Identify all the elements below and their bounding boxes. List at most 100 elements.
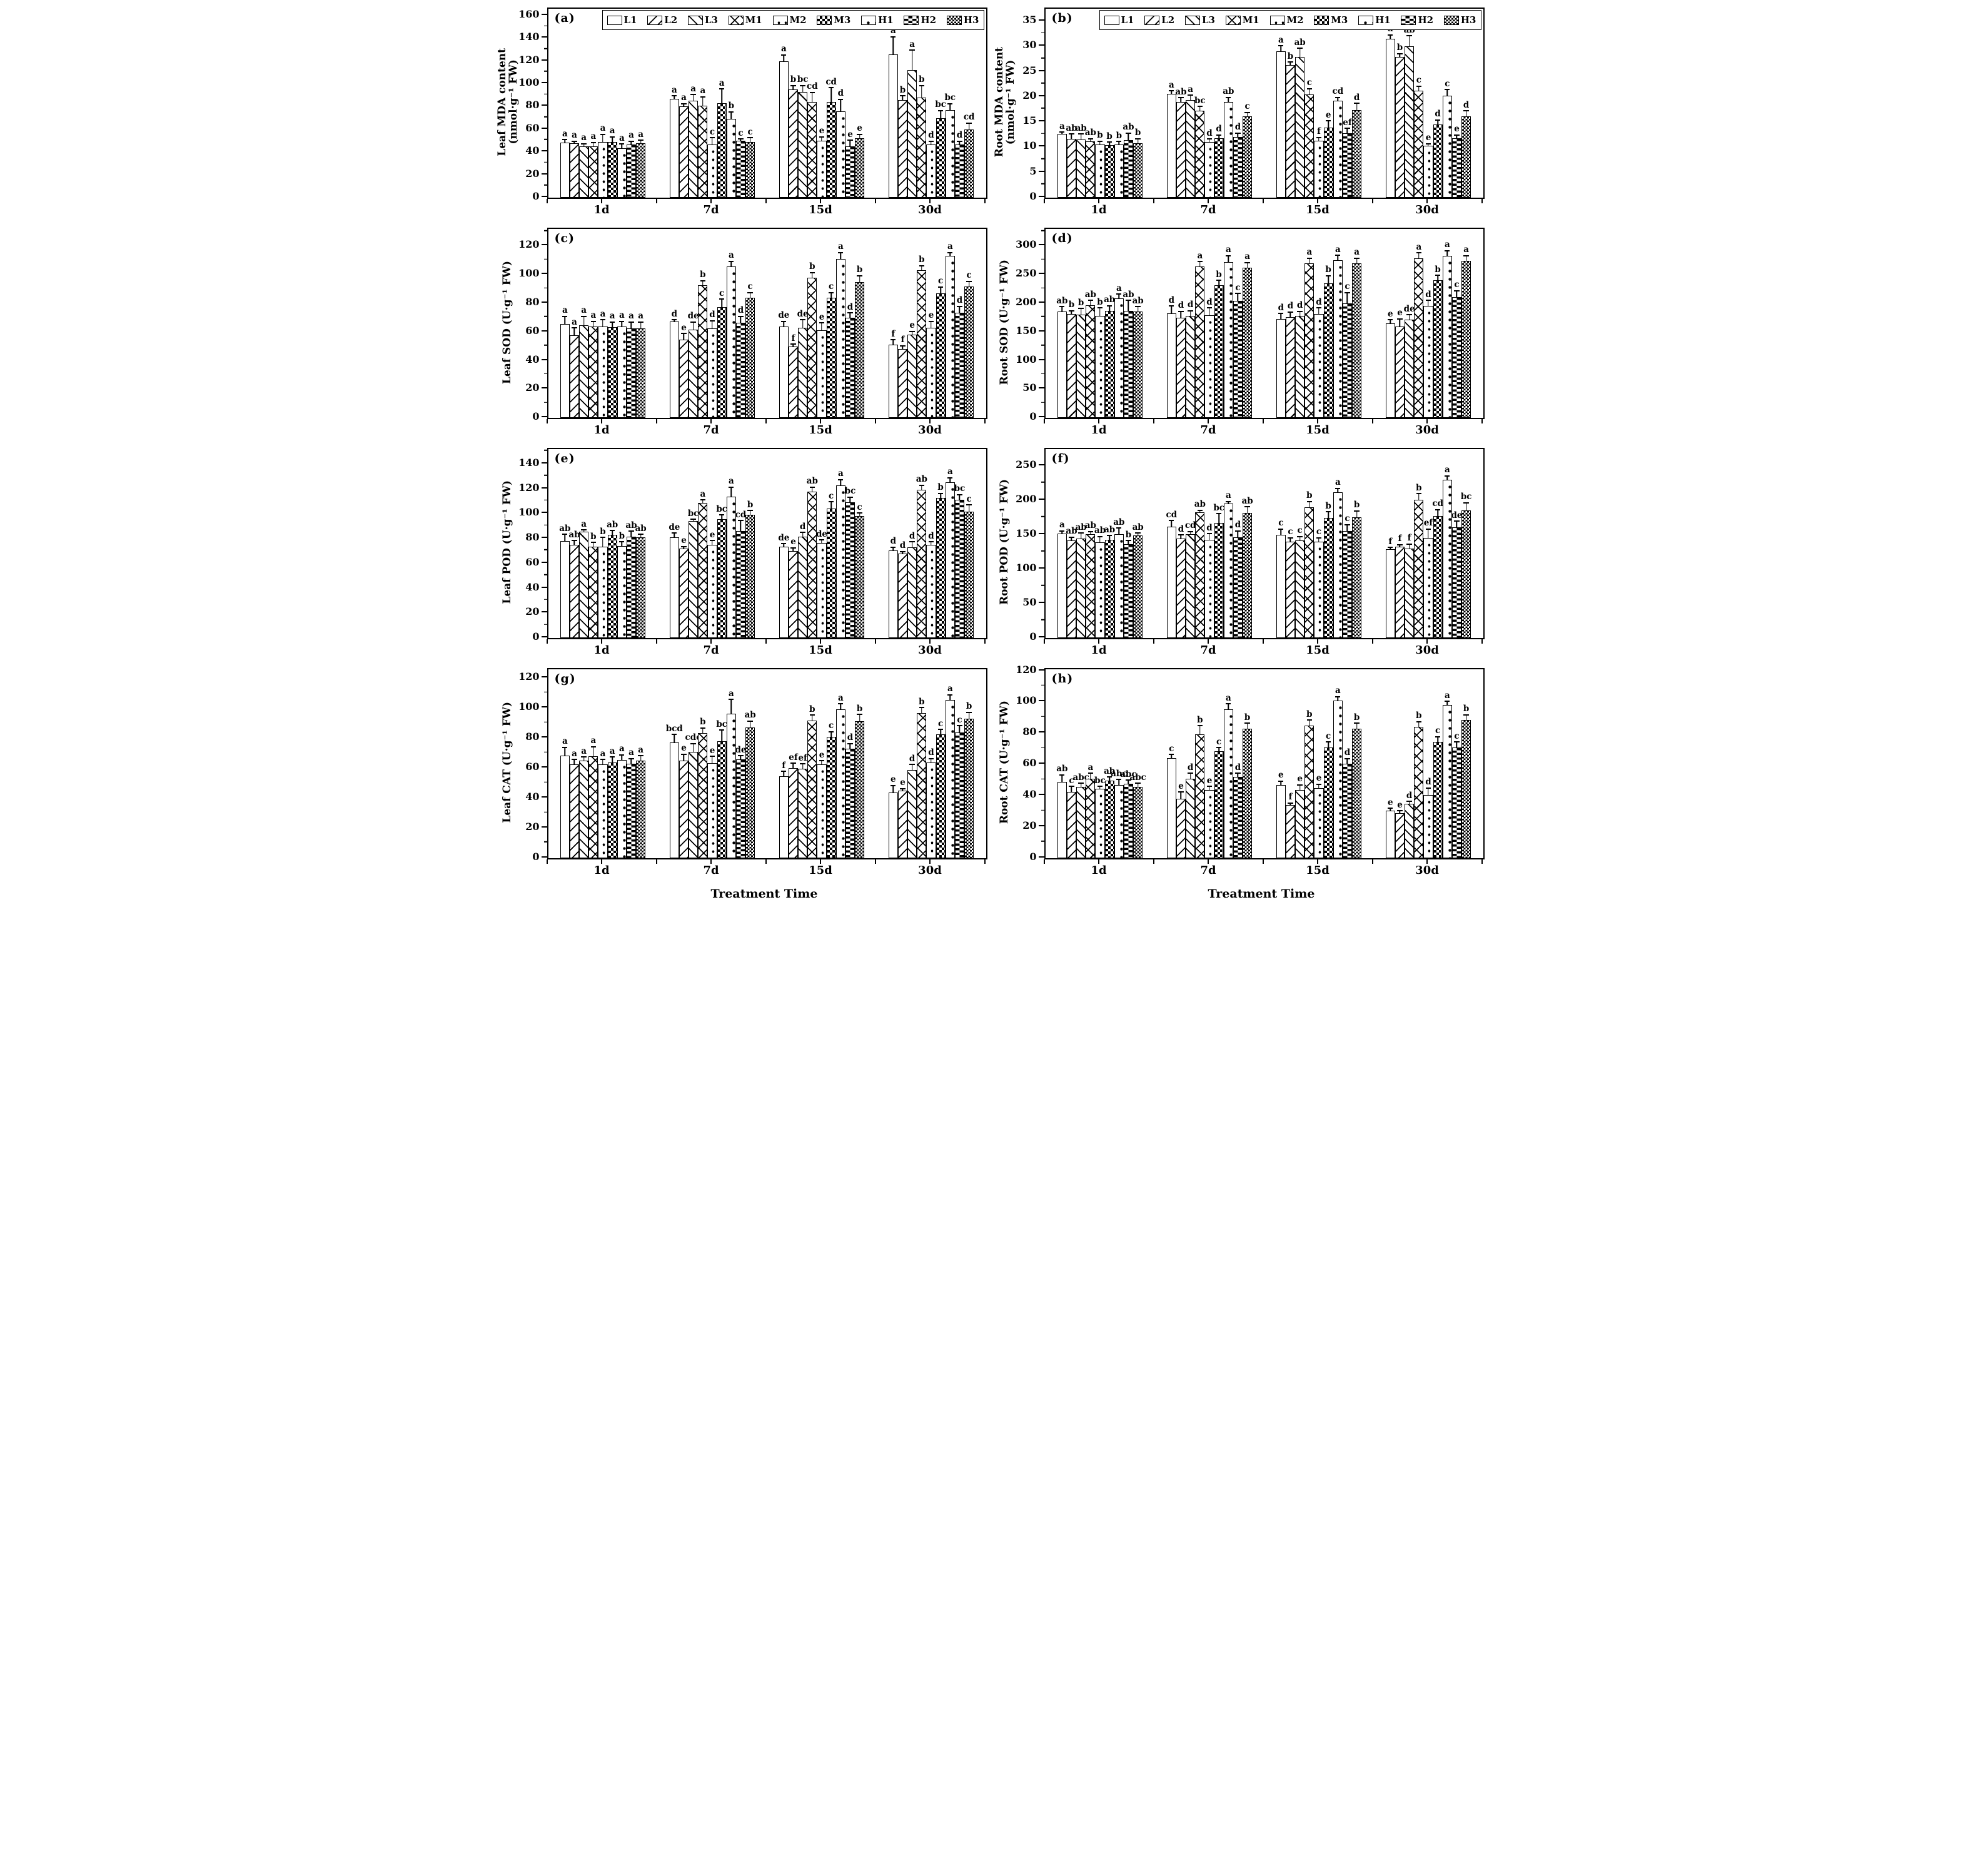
y-minor-tick — [543, 258, 547, 260]
sig-letter-M2-30d: d — [928, 130, 934, 141]
error-bar-H1-15d — [838, 251, 844, 259]
sig-letter-L3-7d: d — [1187, 762, 1194, 772]
error-bar-H3-30d — [966, 122, 972, 129]
plot-area: (h) ab c e e c e f e abc d e d a b b b bc e e d ab c c c abc a a a a… — [1044, 668, 1485, 859]
bar-H2-30d — [1451, 296, 1462, 418]
sig-letter-L3-30d: d — [909, 753, 916, 764]
sig-letter-H2-30d: c — [957, 714, 962, 725]
panel-letter: (a) — [554, 11, 575, 25]
error-bar-L1-15d — [781, 543, 787, 547]
sig-letter-L1-7d: cd — [1166, 509, 1178, 520]
sig-letter-H3-7d: ab — [1241, 495, 1253, 506]
bar-H2-1d — [1123, 140, 1134, 198]
sig-letter-L2-7d: e — [1178, 781, 1184, 791]
bar-L3-30d — [1405, 319, 1415, 418]
sig-letter-H3-30d: c — [966, 270, 972, 281]
y-axis-ticks: 0 20 40 60 80 100 120 — [518, 668, 547, 862]
bar-M1-30d — [917, 712, 927, 858]
bar-H2-30d — [954, 144, 965, 198]
bar-M1-15d — [1304, 94, 1314, 198]
sig-letter-H3-1d: abc — [1129, 772, 1146, 783]
sig-letter-H3-30d: b — [966, 701, 972, 712]
sig-letter-M2-1d: a — [600, 748, 606, 759]
bar-L1-30d — [888, 792, 898, 858]
y-minor-tick-mark — [1041, 402, 1044, 403]
diagonal-down-lines-pattern-icon — [1184, 15, 1200, 25]
x-tick-mark — [1317, 419, 1318, 423]
bar-M3-1d — [1104, 539, 1114, 638]
y-minor-tick — [1041, 108, 1044, 109]
bar-M2-1d — [598, 326, 608, 418]
bar-H3-30d — [964, 512, 974, 638]
sig-letter-H1-7d: a — [728, 250, 734, 261]
y-tick-mark — [541, 512, 547, 514]
sig-letter-H1-1d: b — [618, 530, 625, 541]
x-tick-mark — [1208, 199, 1209, 203]
sig-letter-M2-7d: d — [1206, 128, 1213, 138]
sig-letter-H2-15d: bc — [844, 486, 856, 496]
error-bar-L1-15d — [781, 54, 787, 61]
y-minor-tick — [1041, 778, 1044, 780]
legend-item-M1: M1 — [1225, 14, 1259, 26]
x-boundary-tick — [1481, 419, 1483, 423]
error-bar-L2-1d — [572, 540, 577, 545]
bar-M2-1d — [598, 764, 608, 858]
bar-L1-7d — [669, 98, 679, 198]
sig-letter-M3-30d: b — [1435, 264, 1441, 275]
bar-H3-1d — [636, 761, 646, 858]
sig-letter-L3-7d: bc — [687, 508, 699, 519]
error-bar-H1-1d — [1116, 293, 1122, 298]
bar-M3-15d — [826, 297, 836, 418]
sig-letter-L1-7d: a — [1168, 79, 1174, 90]
error-bar-L1-15d — [781, 771, 787, 776]
error-bar-H3-15d — [857, 275, 862, 282]
error-bar-H1-15d — [838, 479, 844, 485]
y-minor-tick-mark — [1041, 83, 1044, 84]
x-tick-mark — [1426, 419, 1428, 423]
bar-L2-15d — [788, 346, 799, 418]
y-minor-tick-mark — [1041, 809, 1044, 811]
x-axis-ticks: 1d 7d 15d 30d — [546, 859, 986, 881]
sig-letter-H3-7d: c — [747, 281, 753, 292]
y-tick-25: 25 — [1022, 65, 1044, 76]
x-tick-label-15d: 15d — [809, 644, 832, 657]
y-minor-tick — [543, 721, 547, 723]
bar-M3-15d — [1323, 517, 1333, 638]
bar-H1-30d — [945, 700, 955, 858]
error-bar-H2-7d — [1235, 772, 1241, 777]
bar-L2-1d — [1066, 791, 1077, 858]
error-bar-H2-7d — [738, 138, 744, 141]
x-axis-ticks: 1d 7d 15d 30d — [1043, 419, 1483, 440]
sig-letter-M1-7d: b — [700, 270, 706, 280]
y-tick-label: 100 — [1016, 694, 1037, 707]
bar-L1-15d — [1276, 784, 1286, 858]
error-bar-M2-7d — [709, 320, 715, 328]
sig-letter-H2-1d: a — [628, 311, 634, 322]
x-tick-label-15d: 15d — [1306, 423, 1330, 437]
sig-letter-L3-1d: ab — [1075, 522, 1087, 532]
x-tick-label-7d: 7d — [1200, 644, 1216, 657]
x-boundary-tick — [655, 859, 657, 864]
bar-L1-1d — [1057, 133, 1067, 198]
bar-M2-7d — [1204, 539, 1214, 638]
y-minor-tick-mark — [543, 93, 547, 95]
y-tick-label: 20 — [525, 167, 540, 180]
x-tick-label-15d: 15d — [809, 864, 832, 877]
sig-letter-H3-15d: e — [857, 123, 862, 134]
sig-letter-L1-7d: d — [671, 308, 678, 319]
x-tick-label-30d: 30d — [918, 423, 942, 437]
bar-M1-15d — [1304, 725, 1314, 858]
bar-H2-30d — [954, 500, 965, 638]
error-bar-L1-7d — [1169, 520, 1174, 527]
y-axis-label: Leaf CAT (U·g⁻¹ FW) — [497, 668, 518, 857]
bar-H2-7d — [1233, 137, 1243, 198]
y-minor-tick — [543, 139, 547, 140]
legend-item-H3: H3 — [1443, 14, 1476, 26]
bar-H1-15d — [1333, 100, 1343, 198]
bar-H2-30d — [954, 732, 965, 858]
y-axis-label-line1: Leaf CAT (U·g⁻¹ FW) — [500, 702, 513, 823]
bar-series: aaaaababbbabaabababbcccbdfebdedbabcdcabd… — [1046, 9, 1483, 198]
y-minor-tick — [543, 691, 547, 693]
bar-H1-1d — [617, 760, 627, 858]
bar-H3-30d — [1461, 116, 1471, 198]
